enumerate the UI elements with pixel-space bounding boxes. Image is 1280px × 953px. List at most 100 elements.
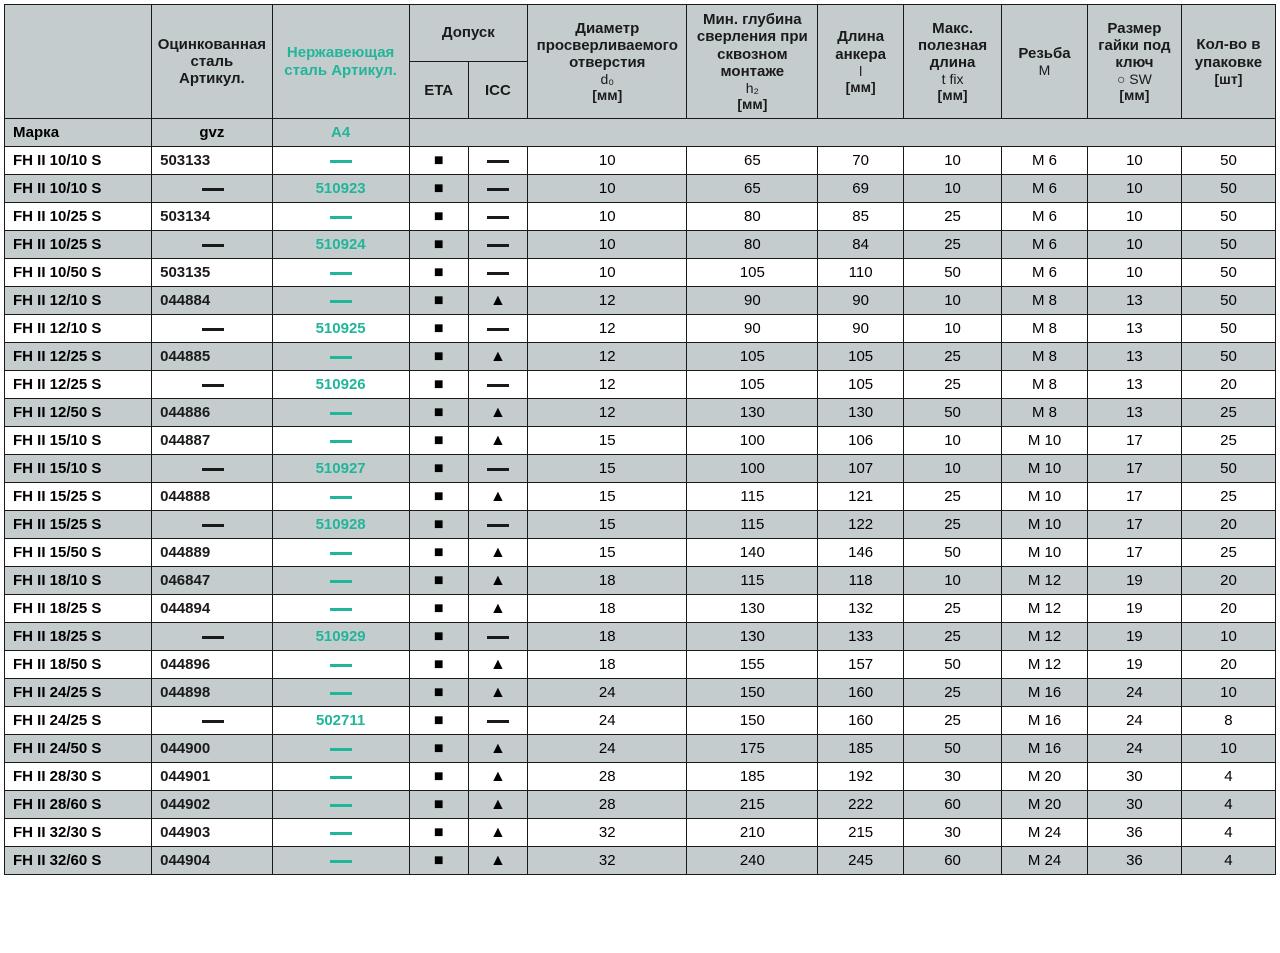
cell-a4	[272, 679, 409, 707]
cell-qty: 50	[1181, 231, 1275, 259]
cell-l: 110	[818, 259, 904, 287]
cell-icc: ▲	[468, 427, 527, 455]
dash-icon	[330, 608, 352, 611]
cell-sw: 30	[1087, 791, 1181, 819]
cell-icc: ▲	[468, 539, 527, 567]
cell-tfix: 25	[904, 343, 1002, 371]
cell-sw: 19	[1087, 595, 1181, 623]
cell-icc	[468, 259, 527, 287]
cell-h2: 240	[687, 847, 818, 875]
cell-qty: 50	[1181, 203, 1275, 231]
cell-eta: ■	[409, 847, 468, 875]
col-l: Длина анкера l [мм]	[818, 5, 904, 119]
cell-d0: 18	[528, 567, 687, 595]
table-row: FH II 24/25 S502711■2415016025M 16248	[5, 707, 1276, 735]
cell-tfix: 25	[904, 511, 1002, 539]
cell-icc: ▲	[468, 791, 527, 819]
table-row: FH II 12/25 S044885■▲1210510525M 81350	[5, 343, 1276, 371]
cell-l: 185	[818, 735, 904, 763]
dash-icon	[202, 188, 224, 191]
cell-icc: ▲	[468, 343, 527, 371]
cell-tfix: 60	[904, 791, 1002, 819]
cell-icc: ▲	[468, 399, 527, 427]
triangle-icon: ▲	[490, 292, 506, 309]
square-icon: ■	[434, 292, 444, 309]
cell-icc	[468, 203, 527, 231]
square-icon: ■	[434, 264, 444, 281]
cell-a4	[272, 287, 409, 315]
cell-eta: ■	[409, 455, 468, 483]
cell-d0: 15	[528, 539, 687, 567]
cell-tfix: 50	[904, 651, 1002, 679]
cell-sw: 13	[1087, 371, 1181, 399]
triangle-icon: ▲	[490, 852, 506, 869]
cell-eta: ■	[409, 175, 468, 203]
dash-icon	[330, 440, 352, 443]
cell-model: FH II 10/25 S	[5, 203, 152, 231]
cell-sw: 13	[1087, 343, 1181, 371]
col-gvz: Оцинкованная сталь Артикул.	[152, 5, 273, 119]
cell-sw: 10	[1087, 231, 1181, 259]
cell-qty: 20	[1181, 651, 1275, 679]
cell-a4: 510927	[272, 455, 409, 483]
brand-row: Марка gvz A4	[5, 119, 1276, 147]
square-icon: ■	[434, 152, 444, 169]
triangle-icon: ▲	[490, 600, 506, 617]
cell-model: FH II 15/10 S	[5, 427, 152, 455]
cell-qty: 25	[1181, 483, 1275, 511]
cell-icc	[468, 315, 527, 343]
square-icon: ■	[434, 712, 444, 729]
table-row: FH II 12/10 S510925■12909010M 81350	[5, 315, 1276, 343]
cell-eta: ■	[409, 763, 468, 791]
cell-m: M 8	[1002, 399, 1088, 427]
cell-l: 105	[818, 371, 904, 399]
cell-model: FH II 18/25 S	[5, 623, 152, 651]
cell-m: M 20	[1002, 791, 1088, 819]
cell-icc	[468, 707, 527, 735]
cell-a4	[272, 539, 409, 567]
cell-d0: 10	[528, 175, 687, 203]
cell-a4: 510925	[272, 315, 409, 343]
cell-model: FH II 15/25 S	[5, 511, 152, 539]
cell-h2: 215	[687, 791, 818, 819]
dash-icon	[487, 636, 509, 639]
cell-gvz: 044887	[152, 427, 273, 455]
cell-m: M 8	[1002, 343, 1088, 371]
cell-qty: 4	[1181, 763, 1275, 791]
cell-l: 130	[818, 399, 904, 427]
dash-icon	[330, 412, 352, 415]
cell-m: M 8	[1002, 371, 1088, 399]
cell-h2: 210	[687, 819, 818, 847]
cell-sw: 19	[1087, 567, 1181, 595]
cell-gvz: 044889	[152, 539, 273, 567]
cell-m: M 12	[1002, 623, 1088, 651]
cell-gvz	[152, 455, 273, 483]
square-icon: ■	[434, 796, 444, 813]
square-icon: ■	[434, 740, 444, 757]
cell-qty: 8	[1181, 707, 1275, 735]
cell-d0: 32	[528, 819, 687, 847]
table-row: FH II 12/50 S044886■▲1213013050M 81325	[5, 399, 1276, 427]
cell-qty: 4	[1181, 847, 1275, 875]
cell-a4	[272, 567, 409, 595]
cell-qty: 20	[1181, 511, 1275, 539]
cell-eta: ■	[409, 231, 468, 259]
col-sw: Размер гайки под ключ ○ SW [мм]	[1087, 5, 1181, 119]
cell-a4	[272, 791, 409, 819]
square-icon: ■	[434, 348, 444, 365]
cell-tfix: 50	[904, 539, 1002, 567]
cell-gvz: 046847	[152, 567, 273, 595]
col-l-sub1: l	[822, 63, 899, 79]
cell-l: 121	[818, 483, 904, 511]
cell-h2: 155	[687, 651, 818, 679]
cell-gvz: 044886	[152, 399, 273, 427]
cell-icc: ▲	[468, 735, 527, 763]
cell-l: 192	[818, 763, 904, 791]
cell-model: FH II 15/25 S	[5, 483, 152, 511]
cell-m: M 20	[1002, 763, 1088, 791]
cell-h2: 130	[687, 595, 818, 623]
col-m: Резьба M	[1002, 5, 1088, 119]
cell-eta: ■	[409, 371, 468, 399]
cell-sw: 10	[1087, 147, 1181, 175]
square-icon: ■	[434, 628, 444, 645]
